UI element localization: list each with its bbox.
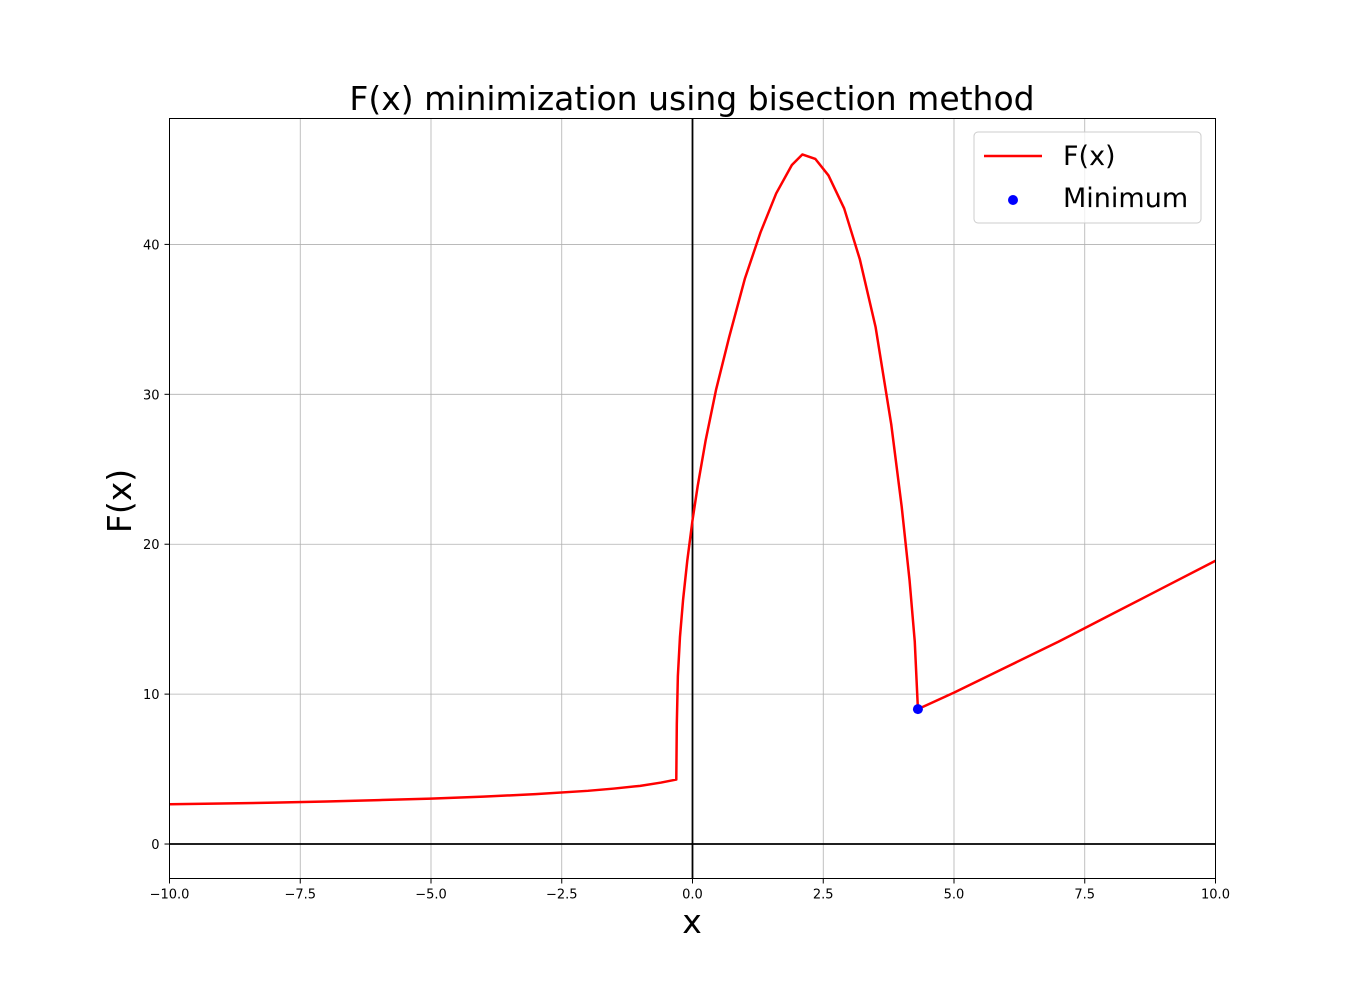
y-tick-label: 10 bbox=[143, 688, 160, 703]
x-tick-label: −10.0 bbox=[150, 888, 190, 903]
ticks: −10.0 −7.5 −5.0 −2.5 0.0 2.5 5.0 7.5 10.0 0 10 20 30… bbox=[143, 238, 1230, 902]
x-tick-label: 2.5 bbox=[813, 888, 834, 903]
y-tick-label: 0 bbox=[151, 838, 159, 853]
legend: F(x) Minimum bbox=[973, 131, 1202, 224]
x-tick-label: 7.5 bbox=[1074, 888, 1095, 903]
y-tick-label: 20 bbox=[143, 538, 160, 553]
x-tick-label: 5.0 bbox=[944, 888, 965, 903]
zero-lines bbox=[169, 118, 1216, 879]
series-layer bbox=[169, 153, 1217, 806]
y-tick-label: 40 bbox=[143, 238, 160, 253]
x-tick-label: −7.5 bbox=[284, 888, 316, 903]
minimum-point bbox=[912, 704, 923, 715]
x-tick-label: 0.0 bbox=[682, 888, 703, 903]
x-tick-label: 10.0 bbox=[1201, 888, 1230, 903]
legend-label-minimum: Minimum bbox=[1063, 183, 1188, 214]
chart-title: F(x) minimization using bisection method bbox=[349, 79, 1034, 118]
y-axis-label: F(x) bbox=[100, 469, 139, 533]
x-tick-label: −5.0 bbox=[415, 888, 447, 903]
legend-marker-swatch bbox=[1008, 195, 1018, 205]
y-tick-label: 30 bbox=[143, 388, 160, 403]
fx-curve bbox=[169, 153, 1217, 806]
legend-label-fx: F(x) bbox=[1063, 141, 1116, 172]
x-axis-label: x bbox=[682, 902, 702, 941]
x-tick-label: −2.5 bbox=[546, 888, 578, 903]
